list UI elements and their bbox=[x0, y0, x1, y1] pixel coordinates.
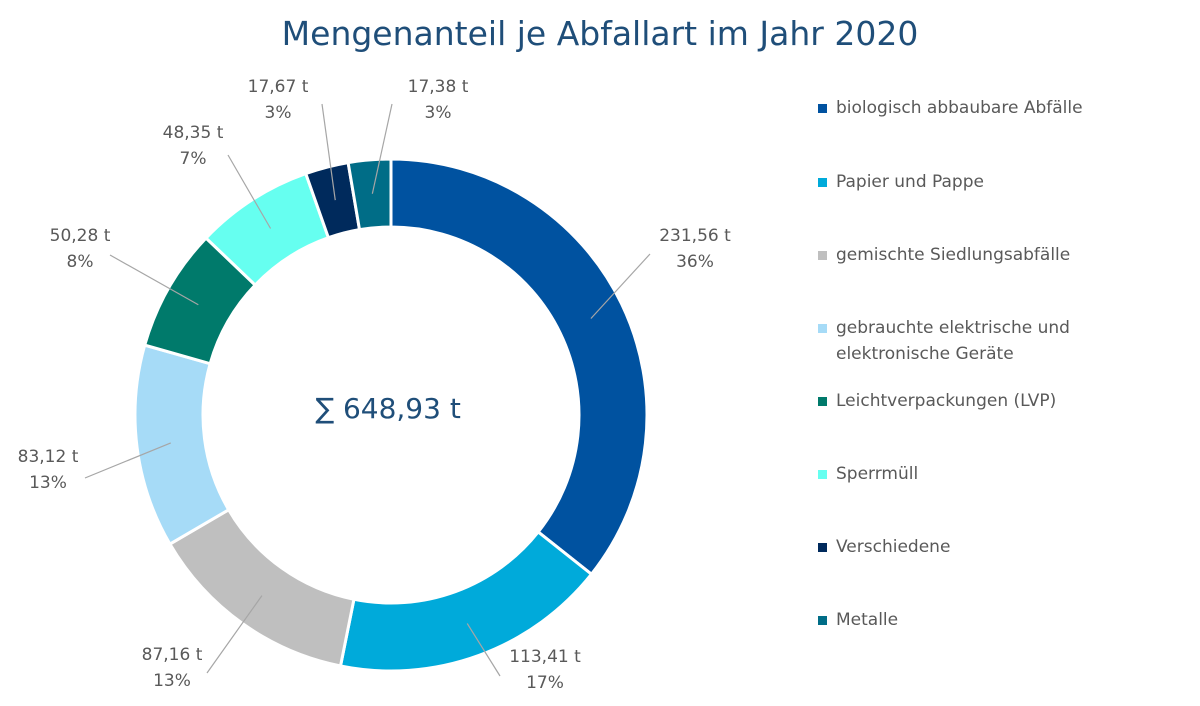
leader-line-1 bbox=[590, 253, 651, 319]
data-label-percent-1: 36% bbox=[676, 252, 714, 272]
leader-line-5 bbox=[109, 254, 199, 306]
data-label-value-1: 231,56 t bbox=[659, 226, 731, 246]
legend-item-4: gebrauchte elektrische und elektronische… bbox=[818, 315, 1188, 367]
legend-swatch-8 bbox=[818, 616, 827, 625]
data-label-value-5: 50,28 t bbox=[50, 226, 111, 246]
legend-item-3: gemischte Siedlungsabfälle bbox=[818, 242, 1188, 268]
donut-slice-1 bbox=[389, 157, 649, 577]
leader-line-2 bbox=[466, 623, 501, 677]
legend-swatch-2 bbox=[818, 178, 827, 187]
legend-swatch-4 bbox=[818, 324, 827, 333]
data-label-value-6: 48,35 t bbox=[163, 123, 224, 143]
legend-label-5: Leichtverpackungen (LVP) bbox=[836, 391, 1057, 411]
legend-item-7: Verschiedene bbox=[818, 534, 1188, 560]
leader-line-3 bbox=[206, 595, 263, 674]
legend-label-3: gemischte Siedlungsabfälle bbox=[836, 245, 1071, 265]
data-label-percent-2: 17% bbox=[526, 673, 564, 693]
center-total-label: ∑ 648,93 t bbox=[315, 392, 461, 425]
legend-item-8: Metalle bbox=[818, 607, 1188, 633]
leader-lines-group bbox=[84, 103, 651, 677]
legend-label-1: biologisch abbaubare Abfälle bbox=[836, 98, 1083, 118]
data-label-percent-3: 13% bbox=[153, 671, 191, 691]
legend-swatch-6 bbox=[818, 470, 827, 479]
legend-item-2: Papier und Pappe bbox=[818, 169, 1188, 195]
leader-line-6 bbox=[227, 154, 272, 229]
leader-line-7 bbox=[321, 103, 336, 201]
legend-item-6: Sperrmüll bbox=[818, 461, 1188, 487]
legend-label-8: Metalle bbox=[836, 610, 899, 630]
slices-group bbox=[133, 157, 649, 673]
donut-slice-4 bbox=[133, 343, 231, 547]
legend-label-6: Sperrmüll bbox=[836, 464, 919, 484]
legend-label-7: Verschiedene bbox=[836, 537, 951, 557]
legend-item-5: Leichtverpackungen (LVP) bbox=[818, 388, 1188, 414]
legend-label-2: Papier und Pappe bbox=[836, 172, 984, 192]
leader-line-8 bbox=[371, 103, 393, 194]
data-label-percent-5: 8% bbox=[67, 252, 94, 272]
data-label-percent-7: 3% bbox=[265, 103, 292, 123]
data-label-value-3: 87,16 t bbox=[142, 645, 203, 665]
legend-swatch-5 bbox=[818, 397, 827, 406]
data-label-value-4: 83,12 t bbox=[18, 447, 79, 467]
legend-swatch-3 bbox=[818, 251, 827, 260]
data-label-percent-6: 7% bbox=[180, 149, 207, 169]
leader-line-4 bbox=[84, 442, 171, 479]
data-labels-group: 231,56 t 36% 113,41 t 17% 87,16 t 13% 83,12 t 1… bbox=[18, 77, 731, 693]
data-label-value-2: 113,41 t bbox=[509, 647, 581, 667]
legend-swatch-7 bbox=[818, 543, 827, 552]
data-label-value-7: 17,67 t bbox=[248, 77, 309, 97]
data-label-value-8: 17,38 t bbox=[408, 77, 469, 97]
donut-slice-8 bbox=[346, 157, 393, 232]
donut-chart: 231,56 t 36% 113,41 t 17% 87,16 t 13% 83,12 t 1… bbox=[18, 77, 731, 693]
legend-item-1: biologisch abbaubare Abfälle bbox=[818, 95, 1188, 121]
donut-slice-3 bbox=[167, 507, 356, 668]
data-label-percent-8: 3% bbox=[425, 103, 452, 123]
legend-swatch-1 bbox=[818, 104, 827, 113]
chart-title: Mengenanteil je Abfallart im Jahr 2020 bbox=[281, 14, 919, 53]
legend-label-4: gebrauchte elektrische und elektronische… bbox=[836, 318, 1070, 364]
data-label-percent-4: 13% bbox=[29, 473, 67, 493]
